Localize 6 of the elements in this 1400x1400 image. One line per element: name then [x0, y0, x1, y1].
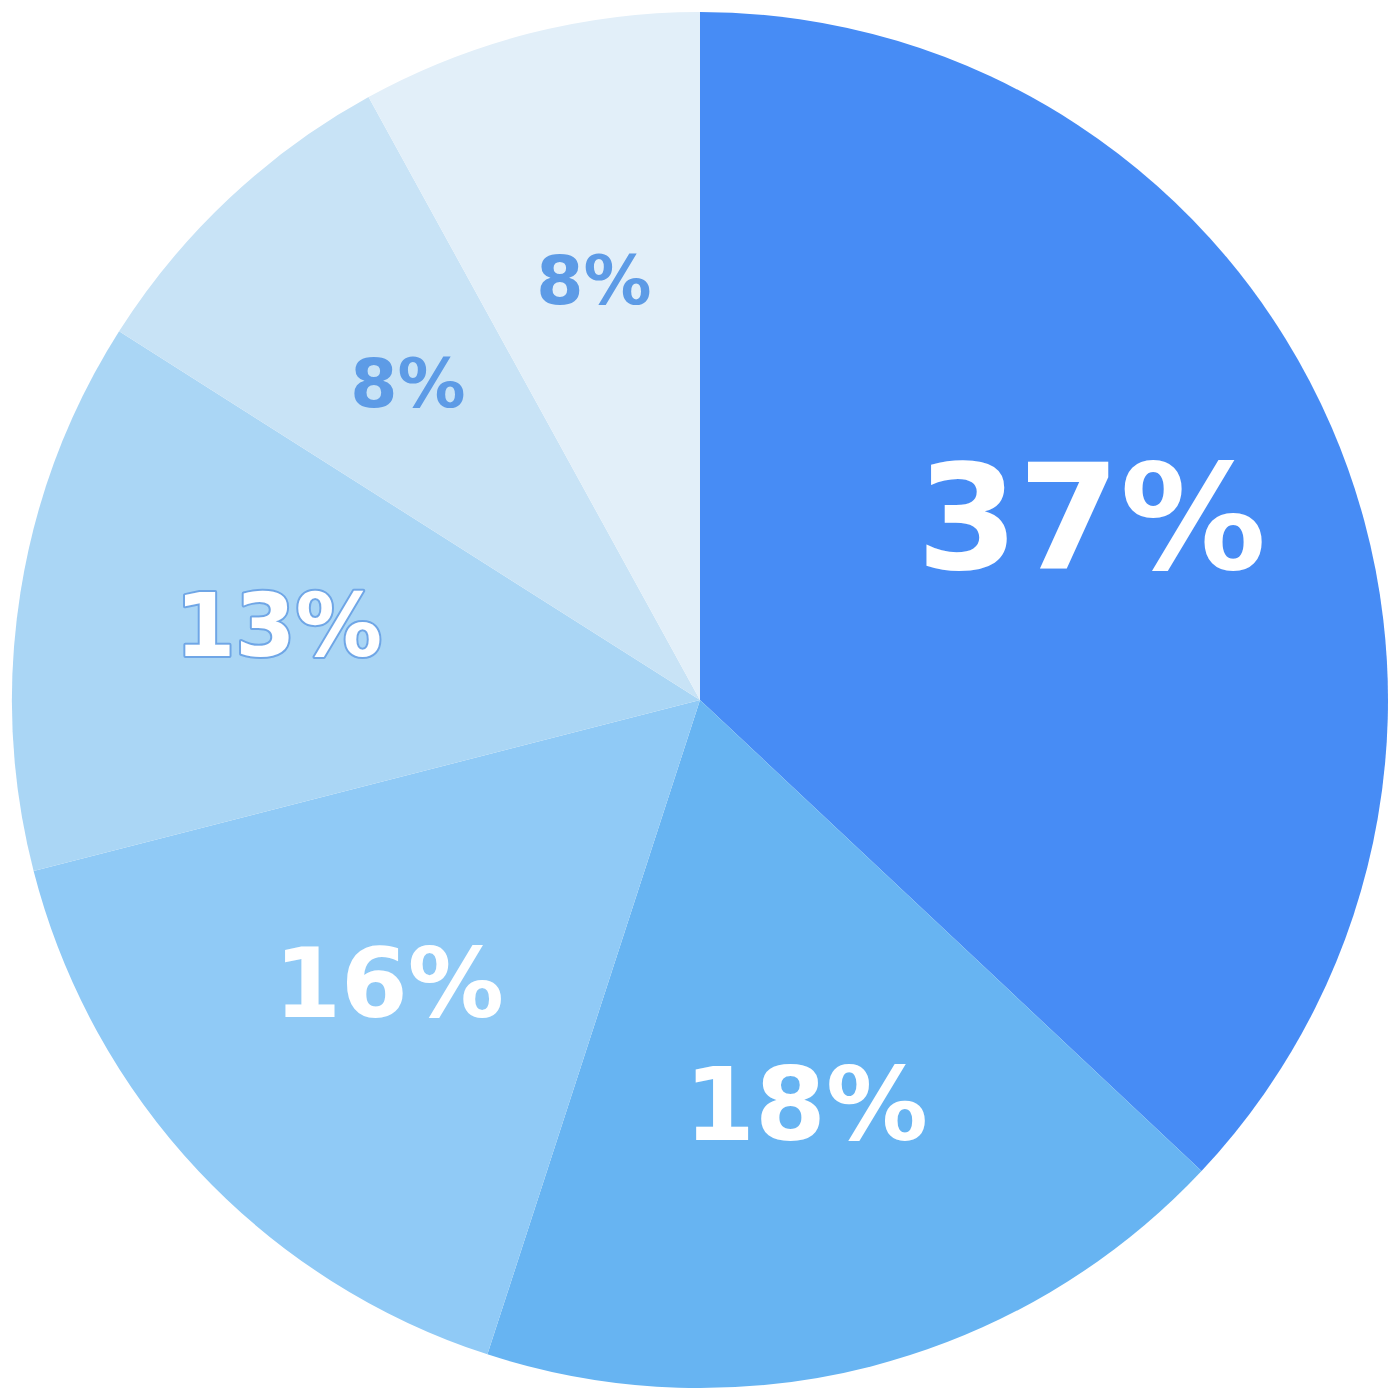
- data-label: 18%: [684, 1044, 928, 1164]
- data-label: 16%: [274, 927, 504, 1040]
- data-label: 37%: [916, 432, 1267, 603]
- data-label: 8%: [536, 241, 652, 321]
- data-label: 8%: [350, 343, 466, 423]
- data-label: 13%: [175, 575, 383, 676]
